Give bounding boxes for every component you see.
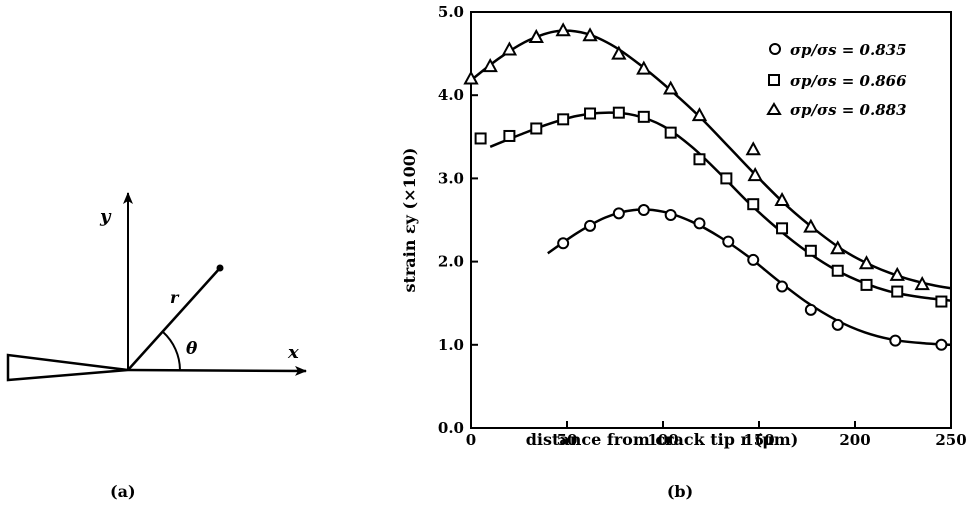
circle-marker: [557, 237, 570, 250]
triangle-marker: [501, 41, 518, 56]
legend-marker-triangle: [766, 102, 782, 115]
legend-entry-0835: σp/σs = 0.835: [790, 41, 907, 59]
x-axis-label: x: [287, 342, 299, 363]
triangle-marker: [463, 70, 479, 85]
square-marker: [503, 129, 516, 142]
square-marker: [935, 295, 948, 308]
x-ticks: 0 50 100 150 200 250: [466, 421, 966, 449]
plot-frame: [470, 11, 952, 429]
circle-marker: [722, 235, 735, 248]
square-marker: [637, 110, 650, 123]
circle-marker: [804, 303, 817, 316]
y-axis-label: y: [99, 206, 112, 227]
data-points: [463, 22, 948, 351]
triangle-marker: [636, 60, 652, 75]
circle-marker: [612, 207, 625, 220]
triangle-marker: [803, 218, 819, 233]
strain-chart: 0 50 100 150 200 250 0.0 1.0 2.0 3.0 4.0 5.0 σp/σs…: [400, 3, 966, 501]
legend: σp/σs = 0.835 σp/σs = 0.866 σp/σs = 0.88…: [766, 41, 907, 119]
y-tick-label: 3.0: [438, 169, 464, 187]
square-marker: [747, 198, 760, 211]
radius-label: r: [170, 288, 180, 307]
triangle-marker: [774, 191, 790, 207]
legend-marker-circle: [769, 43, 781, 55]
circle-marker: [935, 338, 948, 351]
circle-marker: [776, 280, 789, 293]
y-tick-label: 2.0: [438, 253, 464, 271]
triangle-marker: [858, 255, 875, 270]
triangle-marker: [611, 45, 627, 60]
square-marker: [804, 244, 817, 257]
fit-curve-circle: [547, 208, 952, 347]
triangle-marker: [528, 28, 544, 43]
x-tick-label: 200: [839, 431, 870, 449]
y-ticks: 0.0 1.0 2.0 3.0 4.0 5.0: [438, 3, 478, 437]
square-marker: [831, 264, 844, 277]
triangle-marker: [482, 57, 498, 73]
square-marker: [860, 278, 873, 291]
x-tick-label: 150: [743, 431, 774, 449]
legend-marker-square: [768, 74, 780, 86]
square-marker: [530, 122, 543, 135]
triangle-marker: [914, 275, 930, 291]
x-tick-label: 100: [647, 431, 678, 449]
x-tick-label: 50: [557, 431, 578, 449]
triangle-marker: [555, 22, 571, 37]
square-marker: [693, 153, 706, 166]
x-axis-title: distance from crack tip r (μm): [526, 430, 799, 449]
square-marker: [720, 172, 733, 185]
y-tick-label: 0.0: [438, 419, 464, 437]
triangle-marker: [747, 166, 763, 182]
triangle-marker: [691, 107, 708, 122]
radius-line: [127, 267, 221, 371]
legend-entry-0883: σp/σs = 0.883: [790, 101, 907, 119]
square-marker: [664, 126, 677, 139]
circle-marker: [889, 334, 902, 347]
panel-a-diagram: y x r θ (a): [6, 192, 307, 501]
theta-angle-arc: [162, 331, 181, 371]
y-tick-label: 5.0: [438, 3, 464, 21]
circle-marker: [664, 209, 677, 222]
fit-curve-triangle: [470, 29, 952, 290]
y-tick-label: 4.0: [438, 86, 464, 104]
square-marker: [776, 222, 789, 235]
y-tick-label: 1.0: [438, 336, 464, 354]
square-marker: [891, 285, 904, 298]
circle-marker: [831, 318, 844, 331]
triangle-marker: [745, 141, 761, 156]
square-marker: [584, 107, 597, 120]
square-marker: [557, 113, 570, 126]
square-marker: [474, 132, 487, 145]
triangle-marker: [830, 240, 846, 255]
x-axis-arrow: [127, 365, 307, 376]
circle-marker: [584, 219, 597, 232]
panel-b-label: (b): [667, 482, 693, 501]
x-tick-label: 250: [935, 431, 966, 449]
radius-endpoint-dot: [216, 264, 224, 272]
crack-wedge: [6, 353, 129, 382]
triangle-marker: [662, 80, 679, 95]
y-axis-title: strain εy (×100): [400, 147, 419, 292]
circle-marker: [747, 253, 760, 266]
x-tick-label: 0: [466, 431, 476, 449]
legend-entry-0866: σp/σs = 0.866: [790, 72, 907, 90]
theta-label: θ: [186, 339, 198, 359]
triangle-marker: [582, 27, 598, 42]
fit-curve-square: [489, 111, 952, 302]
square-marker: [612, 106, 625, 119]
circle-marker: [693, 217, 706, 230]
triangle-marker: [889, 266, 905, 281]
circle-marker: [637, 204, 650, 217]
panel-a-label: (a): [110, 482, 136, 501]
